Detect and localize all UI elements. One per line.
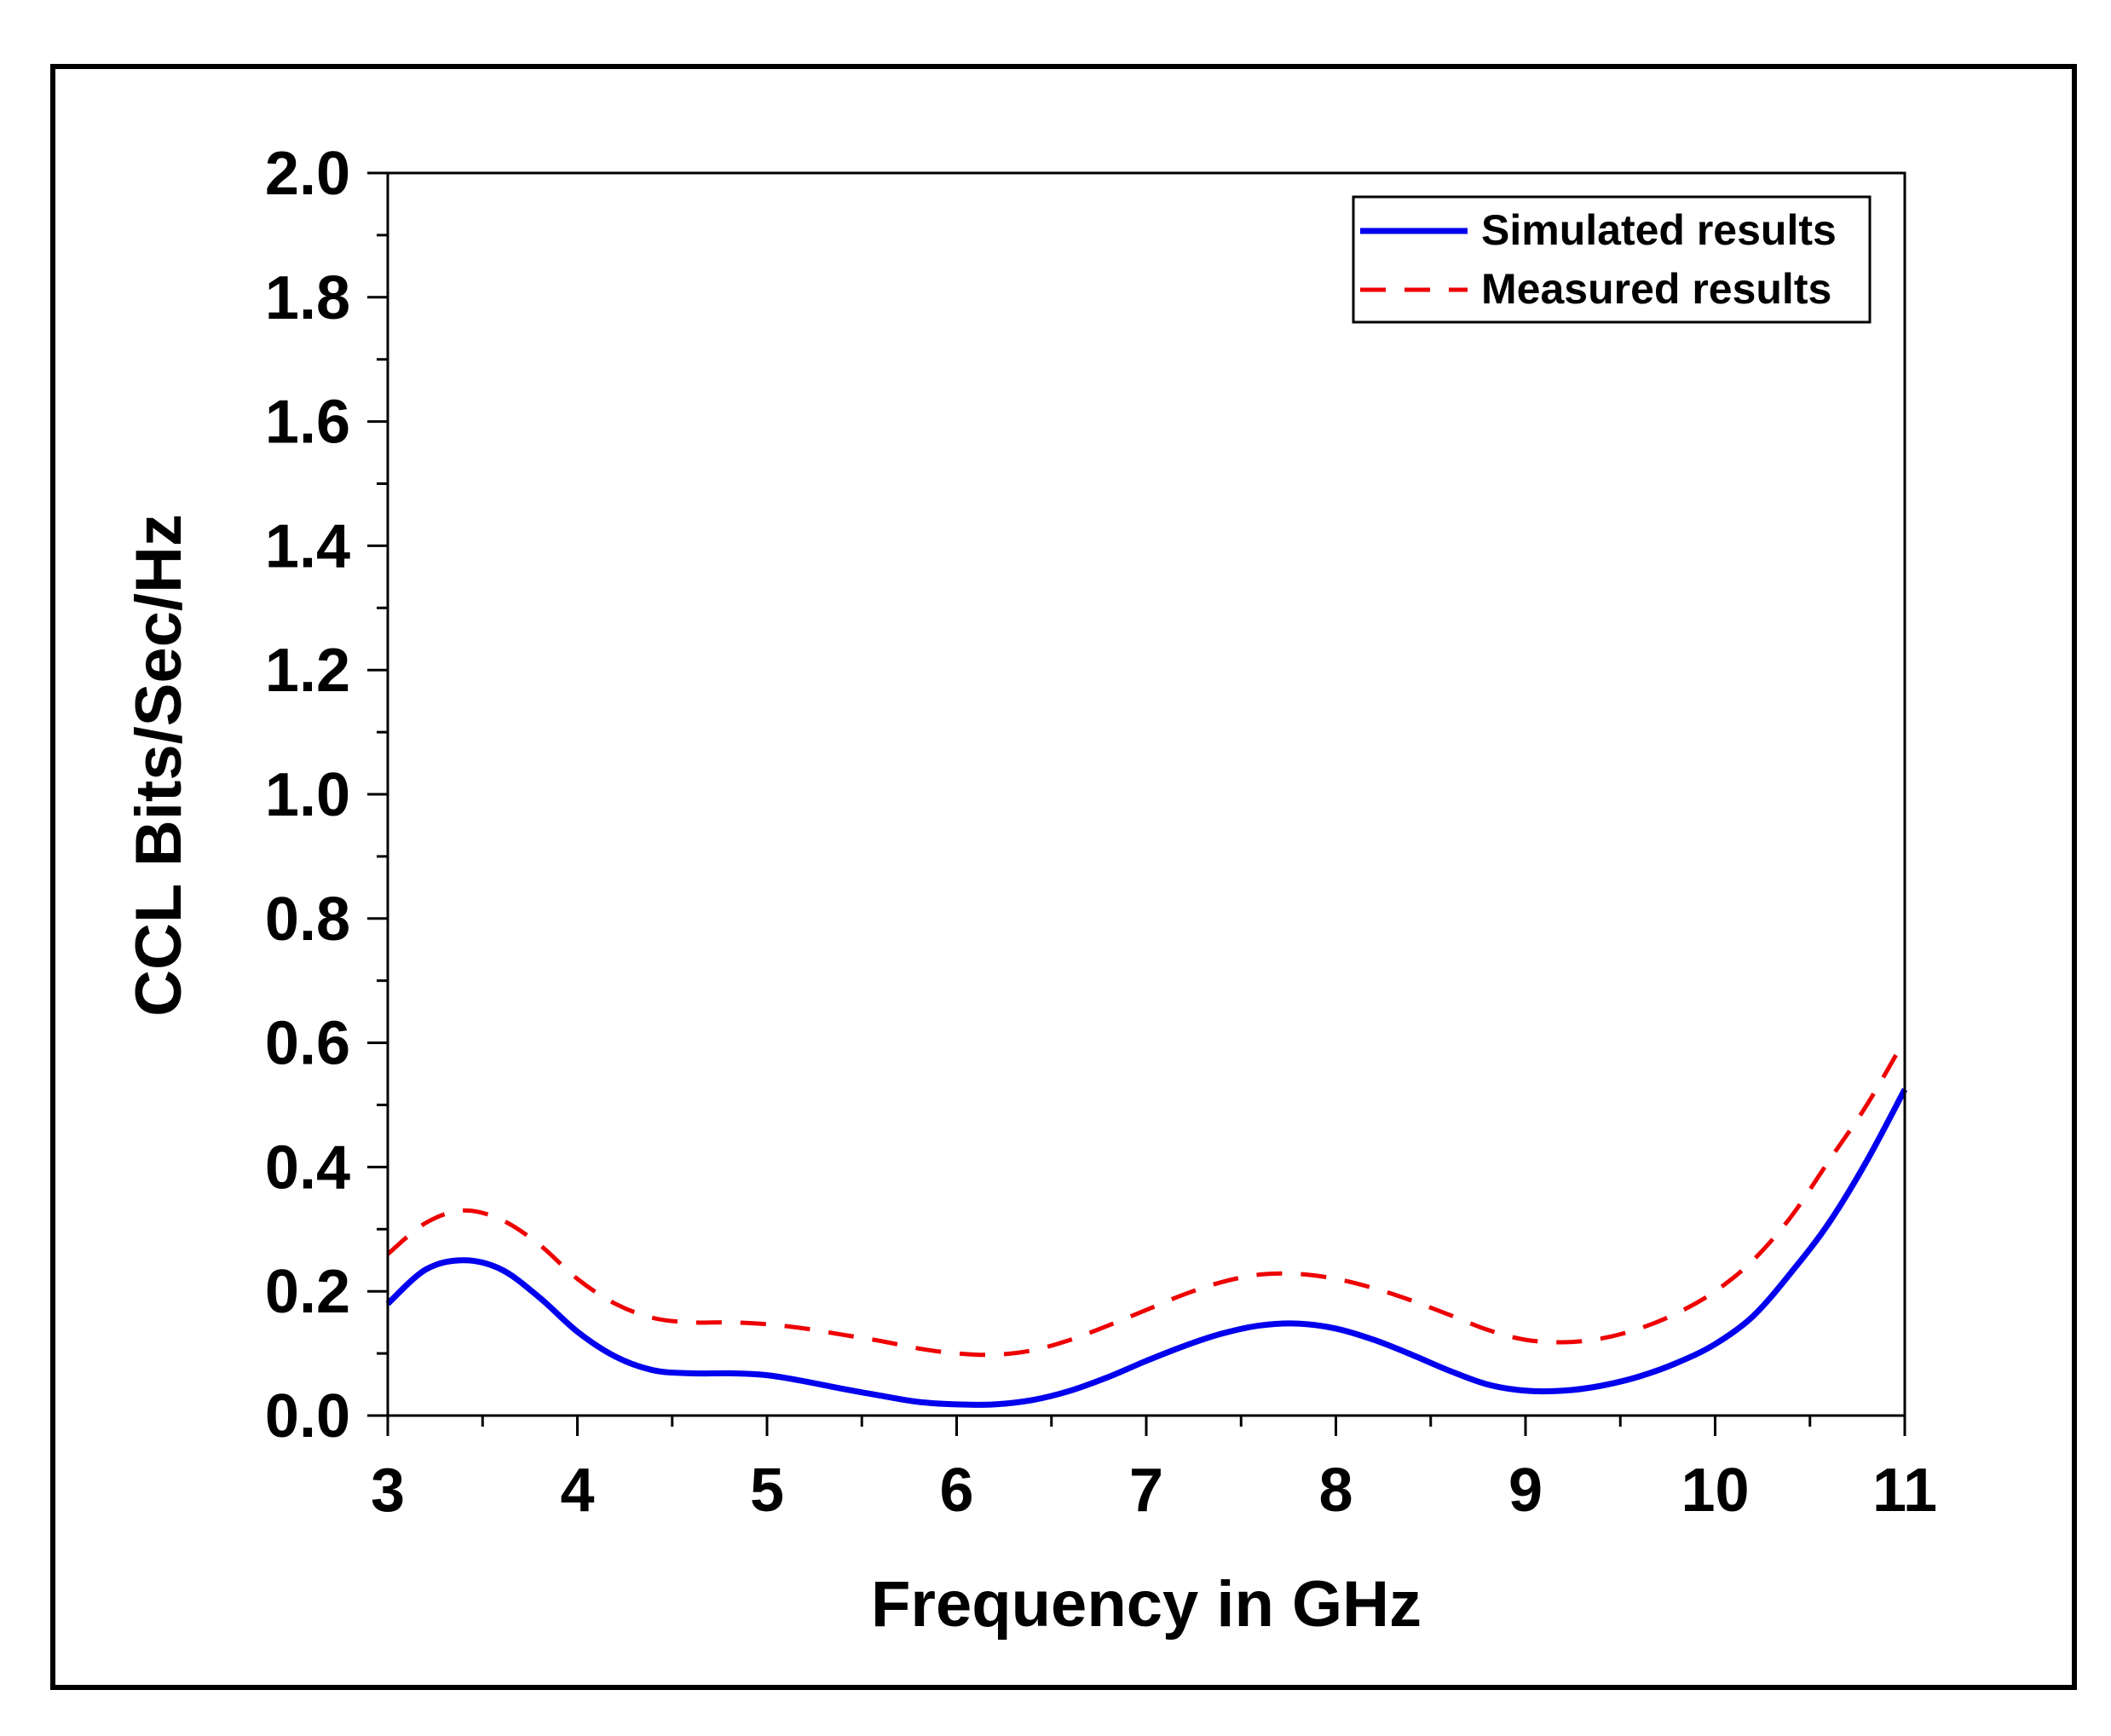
y-tick-label: 1.4 <box>265 512 350 580</box>
axis-ticks <box>367 171 1906 1436</box>
y-tick-label: 0.0 <box>265 1382 350 1451</box>
y-tick-label: 2.0 <box>265 140 350 208</box>
y-tick-label: 1.0 <box>265 761 350 829</box>
y-tick-label: 0.8 <box>265 885 350 954</box>
x-tick-labels: 3 4 5 6 7 8 9 10 11 <box>371 1456 1937 1525</box>
x-axis-title: Frequency in GHz <box>871 1568 1422 1641</box>
legend-label-measured: Measured results <box>1481 265 1831 313</box>
plot-area <box>386 171 1906 1417</box>
x-tick-label: 7 <box>1129 1456 1163 1525</box>
legend-box <box>1352 195 1872 324</box>
x-tick-label: 8 <box>1318 1456 1353 1525</box>
legend: Simulated results Measured results <box>1352 195 1872 324</box>
y-tick-label: 0.4 <box>265 1133 350 1202</box>
y-tick-label: 1.2 <box>265 637 350 705</box>
x-tick-label: 6 <box>939 1456 973 1525</box>
y-tick-label: 0.6 <box>265 1010 350 1078</box>
legend-label-simulated: Simulated results <box>1481 206 1837 254</box>
outer-frame <box>50 64 2077 1690</box>
series-layer <box>385 1038 1908 1408</box>
x-tick-label: 11 <box>1872 1456 1937 1525</box>
x-tick-label: 3 <box>371 1456 405 1525</box>
y-tick-label: 1.8 <box>265 264 350 332</box>
x-tick-label: 4 <box>560 1456 594 1525</box>
x-tick-label: 5 <box>750 1456 784 1525</box>
y-tick-labels: 0.0 0.2 0.4 0.6 0.8 1.0 1.2 1.4 1.6 1.8 2.0 <box>265 140 350 1451</box>
y-tick-label: 1.6 <box>265 389 350 457</box>
x-tick-label: 10 <box>1681 1456 1749 1525</box>
y-axis-title: CCL Bits/Sec/Hz <box>123 514 195 1017</box>
series-line-measured <box>386 1038 1907 1358</box>
x-tick-label: 9 <box>1508 1456 1543 1525</box>
series-line-simulated <box>385 1087 1908 1408</box>
y-tick-label: 0.2 <box>265 1258 350 1326</box>
